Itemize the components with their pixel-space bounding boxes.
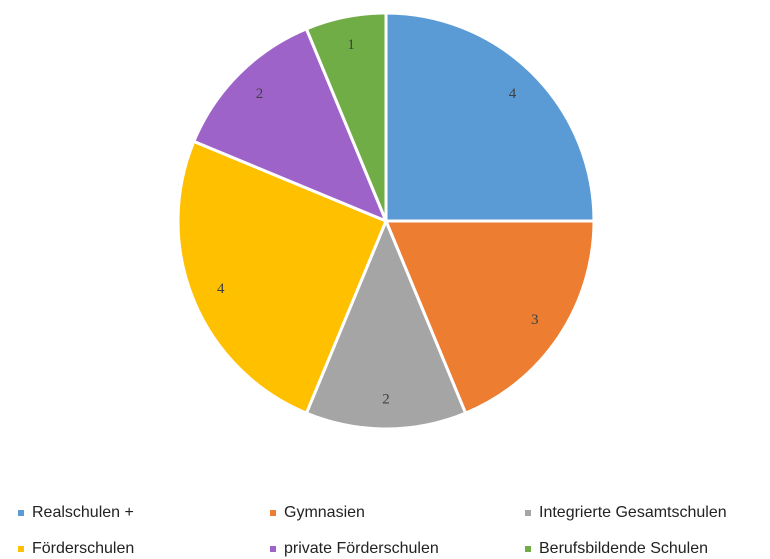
pie-slice: [383, 219, 596, 416]
legend-swatch: [18, 510, 24, 516]
slice-label: 3: [531, 312, 539, 328]
pie-slice: [304, 11, 388, 222]
legend-text: Integrierte Gesamtschulen: [539, 504, 727, 521]
slice-label: 2: [256, 86, 264, 102]
legend-swatch: [525, 510, 531, 516]
legend-text: private Förderschulen: [284, 540, 439, 557]
slice-label: 2: [382, 391, 390, 407]
legend-swatch: [270, 546, 276, 552]
slice-label: 1: [347, 37, 355, 53]
legend-swatch: [525, 546, 531, 552]
pie-slice: [191, 26, 389, 224]
legend-swatch: [270, 510, 276, 516]
legend-text: Realschulen +: [32, 504, 134, 521]
pie-slice: [304, 217, 468, 431]
slice-label: 4: [217, 281, 225, 297]
legend-text: Berufsbildende Schulen: [539, 540, 708, 557]
legend-text: Gymnasien: [284, 504, 365, 521]
legend-text: Förderschulen: [32, 540, 134, 557]
pie-slice: [384, 11, 596, 223]
slice-label: 4: [509, 86, 517, 102]
pie-slice: [176, 139, 388, 416]
legend-swatch: [18, 546, 24, 552]
